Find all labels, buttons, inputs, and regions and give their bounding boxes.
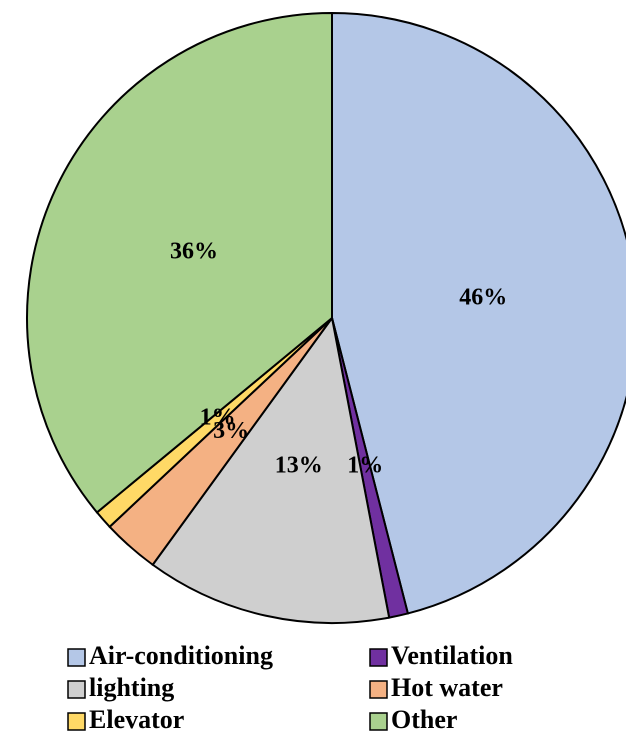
legend-swatch bbox=[369, 712, 388, 731]
legend-label: Elevator bbox=[89, 705, 184, 734]
legend-label: lighting bbox=[89, 673, 174, 702]
data-label: 1% bbox=[347, 452, 383, 478]
data-label: 46% bbox=[459, 284, 507, 310]
legend-swatch bbox=[67, 680, 86, 699]
legend-swatch bbox=[67, 712, 86, 731]
data-label: 36% bbox=[170, 239, 218, 265]
data-label: 1% bbox=[200, 404, 236, 430]
legend-label: Ventilation bbox=[391, 641, 513, 670]
pie-slice bbox=[26, 11, 333, 514]
legend-label: Air-conditioning bbox=[89, 641, 273, 670]
pie-slice bbox=[331, 11, 626, 615]
legend-swatch bbox=[369, 648, 388, 667]
pie-slice bbox=[151, 315, 391, 624]
data-label: 13% bbox=[275, 452, 323, 478]
legend-label: Hot water bbox=[391, 673, 503, 702]
legend-swatch bbox=[67, 648, 86, 667]
legend-label: Other bbox=[391, 705, 457, 734]
data-label: 3% bbox=[213, 418, 249, 444]
legend-swatch bbox=[369, 680, 388, 699]
